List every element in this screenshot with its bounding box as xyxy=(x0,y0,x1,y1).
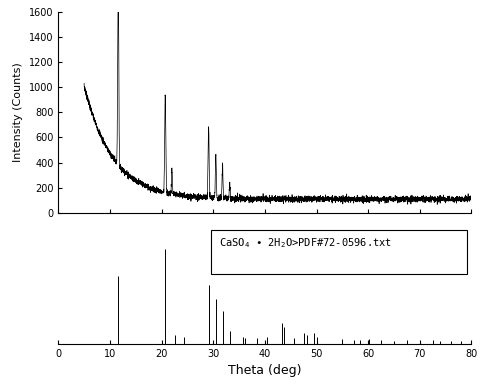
Y-axis label: Intensity (Counts): Intensity (Counts) xyxy=(13,63,23,162)
Text: $\mathregular{CaSO_4}$ $\bullet$ $\mathregular{2H_2O}$>PDF#72-0596.txt: $\mathregular{CaSO_4}$ $\bullet$ $\mathr… xyxy=(220,237,393,250)
FancyBboxPatch shape xyxy=(211,230,467,274)
X-axis label: Theta (deg): Theta (deg) xyxy=(228,364,302,377)
